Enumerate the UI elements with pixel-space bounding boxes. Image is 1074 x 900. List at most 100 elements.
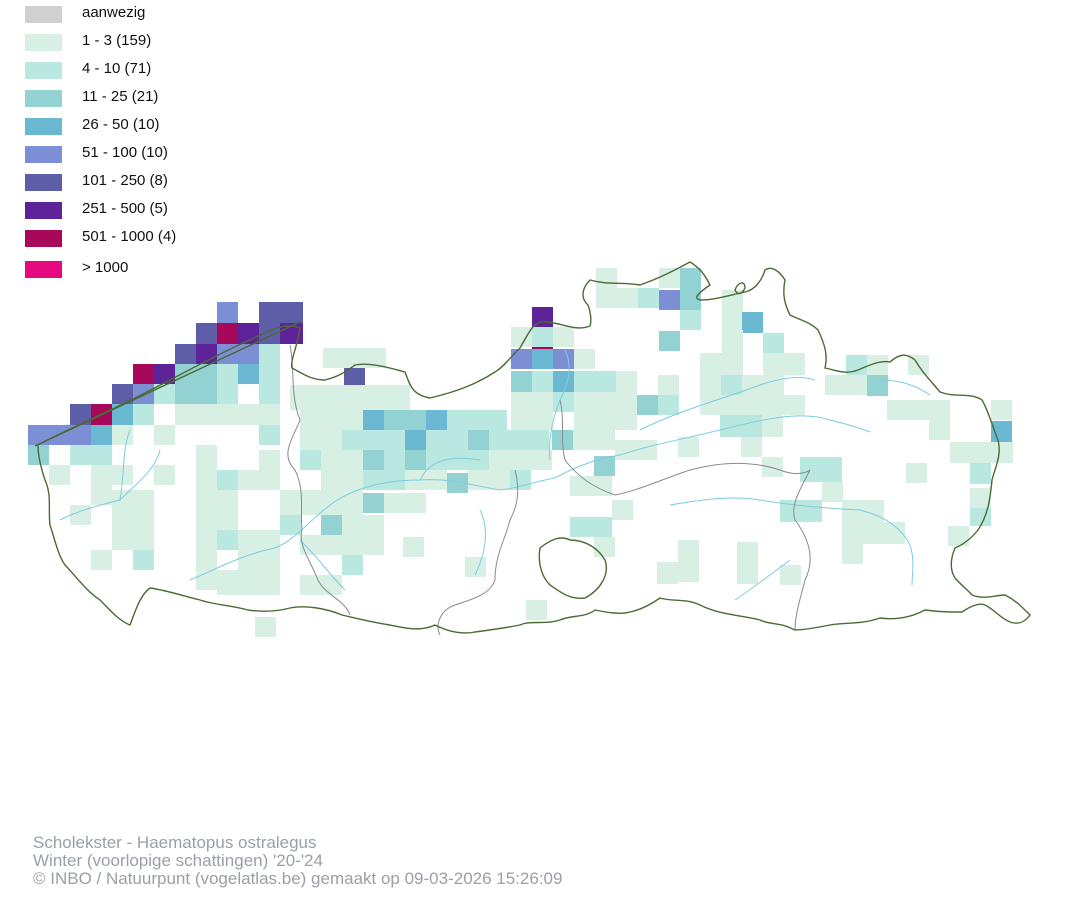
grid-cell <box>280 302 303 323</box>
river <box>734 559 791 601</box>
grid-cell <box>238 470 259 490</box>
river-dender <box>474 509 486 576</box>
grid-cell <box>405 450 426 470</box>
grid-cell <box>532 371 553 392</box>
grid-cell <box>867 355 888 375</box>
legend-label: 11 - 25 (21) <box>82 88 159 105</box>
legend-swatch <box>25 202 62 219</box>
river-schelde <box>299 539 346 591</box>
grid-cell <box>532 349 553 369</box>
grid-cell <box>112 490 154 510</box>
border-brabant-limburg <box>793 469 811 631</box>
grid-cell <box>970 463 991 484</box>
grid-cell <box>825 375 867 395</box>
grid-cell <box>842 522 863 564</box>
grid-cell <box>154 425 175 445</box>
grid-cell <box>906 463 927 483</box>
legend-label: 251 - 500 (5) <box>82 200 168 217</box>
grid-cell <box>970 488 991 508</box>
grid-cell <box>133 404 154 425</box>
grid-cell <box>290 385 410 410</box>
grid-cell <box>721 375 742 395</box>
grid-cell <box>659 268 680 288</box>
grid-cell <box>658 395 679 415</box>
grid-cell <box>365 348 386 368</box>
legend-swatch <box>25 34 62 51</box>
grid-cell <box>217 530 238 550</box>
coast-line <box>34 321 301 447</box>
grid-cell <box>511 392 553 430</box>
grid-cell <box>217 404 280 425</box>
grid-cell <box>742 375 784 395</box>
grid-cell <box>573 430 615 450</box>
grid-cell <box>112 425 133 445</box>
grid-cell <box>217 323 238 344</box>
grid-cell <box>70 445 112 465</box>
grid-cell <box>28 425 49 445</box>
grid-cell <box>468 470 510 490</box>
grid-cell <box>762 415 783 437</box>
legend-swatch <box>25 6 62 23</box>
grid-cell <box>344 368 365 388</box>
grid-cell <box>280 515 301 535</box>
grid-cell <box>596 268 617 308</box>
grid-cell <box>49 465 70 485</box>
grid-cell <box>950 442 1013 463</box>
grid-cell <box>91 425 112 445</box>
grid-cell <box>342 515 384 555</box>
grid-cell <box>863 522 905 544</box>
legend-item-1-3: 1 - 3 (159) <box>25 32 325 54</box>
legend-label: 1 - 3 (159) <box>82 32 152 49</box>
grid-cell <box>342 555 363 575</box>
grid-cell <box>678 540 699 582</box>
grid-cell <box>154 465 175 485</box>
grid-cell <box>780 565 801 585</box>
legend-item-aanwezig: aanwezig <box>25 4 325 26</box>
grid-cell <box>133 364 154 384</box>
grid-cell <box>570 476 612 496</box>
credit-line: © INBO / Natuurpunt (vogelatlas.be) gema… <box>33 869 563 888</box>
grid-cell <box>403 537 424 557</box>
brussels-region <box>538 537 607 600</box>
grid-cell <box>384 493 426 513</box>
grid-cell <box>929 420 950 440</box>
legend-label: 51 - 100 (10) <box>82 144 168 161</box>
grid-cell <box>737 542 758 584</box>
grid-cell <box>700 395 763 415</box>
grid-cell <box>196 323 217 344</box>
grid-cell <box>680 268 701 310</box>
grid-cell <box>70 425 91 445</box>
grid-cell <box>780 500 822 522</box>
grid-cell <box>323 348 344 368</box>
flanders-outline <box>37 261 1031 634</box>
grid-cell <box>762 457 783 477</box>
legend-item-11-25: 11 - 25 (21) <box>25 88 325 110</box>
grid-cell <box>511 371 532 392</box>
grid-cell <box>553 392 574 412</box>
grid-cell <box>300 535 342 555</box>
grid-cell <box>300 450 321 470</box>
grid-cell <box>175 404 217 425</box>
grid-cell <box>468 430 489 450</box>
legend-item-26-50: 26 - 50 (10) <box>25 116 325 138</box>
grid-cell <box>259 450 280 490</box>
grid-cell <box>255 617 276 637</box>
species-name: Scholekster - Haematopus ostralegus <box>33 833 317 852</box>
grid-cell <box>887 400 950 420</box>
grid-cell <box>321 515 342 535</box>
legend-swatch <box>25 174 62 191</box>
flanders-map <box>28 261 1031 637</box>
grid-cell <box>659 290 680 310</box>
legend-label: 4 - 10 (71) <box>82 60 152 77</box>
legend-label: 101 - 250 (8) <box>82 172 168 189</box>
grid-cell <box>741 437 762 457</box>
border-east-flanders-brabant <box>437 469 519 636</box>
grid-cell <box>217 570 280 595</box>
grid-cell <box>426 430 468 450</box>
grid-cell <box>680 310 701 330</box>
grid-cell <box>300 410 363 430</box>
grid-cell <box>300 430 342 450</box>
grid-cell <box>700 353 742 375</box>
grid-cell <box>363 470 405 490</box>
legend-label: aanwezig <box>82 4 146 21</box>
